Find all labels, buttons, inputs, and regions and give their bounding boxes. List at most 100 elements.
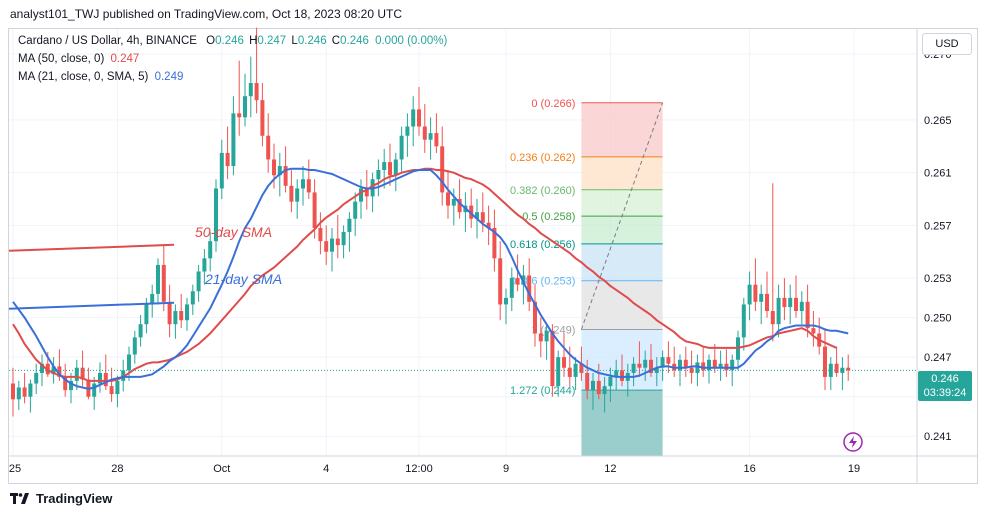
fib-extension-zone bbox=[581, 390, 663, 456]
candle-body bbox=[556, 357, 561, 387]
candle-body bbox=[330, 238, 334, 252]
price-axis: 0.2700.2650.2610.2570.2530.2500.2470.244… bbox=[916, 29, 952, 484]
candle-body bbox=[51, 366, 56, 375]
ma21-left-segment bbox=[8, 301, 175, 310]
x-tick-label: 28 bbox=[111, 463, 123, 475]
candle-body bbox=[614, 370, 619, 377]
chart-annotations: 50-day SMA 21-day SMA bbox=[195, 224, 282, 287]
legend-low-label: L bbox=[291, 35, 298, 47]
candle-body bbox=[591, 380, 595, 391]
grid-lines bbox=[9, 29, 917, 456]
candle-body bbox=[823, 346, 827, 377]
candle-body bbox=[538, 333, 543, 342]
x-tick-label: 12 bbox=[604, 463, 616, 475]
candle-body bbox=[446, 192, 450, 206]
ma50-annotation: 50-day SMA bbox=[195, 224, 272, 240]
candle-body bbox=[399, 135, 404, 160]
y-tick-label: 0.257 bbox=[924, 220, 952, 232]
fib-zone bbox=[581, 243, 663, 281]
candle-body bbox=[376, 170, 381, 180]
legend-close-label: C bbox=[331, 35, 341, 47]
candle-body bbox=[80, 367, 85, 380]
legend-ma21-value: 0.249 bbox=[154, 71, 184, 83]
candle-body bbox=[40, 363, 44, 373]
candle-body bbox=[295, 188, 300, 202]
candle-body bbox=[527, 275, 532, 302]
candle-body bbox=[776, 297, 781, 325]
candle-body bbox=[457, 199, 462, 213]
legend-symbol-row: Cardano / US Dollar, 4h, BINANCE O0.246 … bbox=[18, 35, 447, 47]
chart-frame bbox=[8, 28, 978, 484]
candle-body bbox=[214, 188, 218, 242]
candle-body bbox=[765, 293, 769, 312]
candle-body bbox=[63, 376, 68, 391]
candle-body bbox=[794, 297, 798, 312]
candle-body bbox=[98, 372, 102, 384]
candle-body bbox=[225, 152, 230, 167]
ma21-line bbox=[12, 167, 849, 390]
x-tick-label: 4 bbox=[323, 463, 329, 475]
candle-body bbox=[138, 324, 143, 338]
candle-body bbox=[678, 359, 682, 371]
fib-zone bbox=[581, 102, 663, 157]
flash-icon[interactable] bbox=[843, 432, 863, 452]
candle-body bbox=[237, 113, 242, 118]
tradingview-logo-icon bbox=[10, 492, 29, 504]
candle-body bbox=[132, 337, 137, 355]
candle-body bbox=[846, 367, 851, 371]
y-tick-label: 0.241 bbox=[924, 431, 952, 443]
candle-body bbox=[422, 126, 427, 140]
candle-body bbox=[498, 258, 503, 305]
candle-body bbox=[504, 297, 508, 305]
candle-body bbox=[660, 357, 665, 368]
currency-button[interactable]: USD bbox=[922, 33, 972, 55]
candle-body bbox=[388, 162, 392, 176]
candle-body bbox=[411, 109, 416, 127]
candle-body bbox=[643, 359, 648, 368]
fib-level-label: 0.618 (0.256) bbox=[510, 239, 575, 251]
candle-body bbox=[103, 372, 108, 387]
bar-countdown: 03:39:24 bbox=[923, 387, 967, 399]
candle-body bbox=[11, 383, 15, 400]
candle-body bbox=[283, 166, 288, 186]
y-tick-label: 0.250 bbox=[924, 313, 952, 325]
candle-body bbox=[585, 372, 590, 391]
candle-body bbox=[649, 359, 653, 373]
legend-open-value: 0.246 bbox=[215, 35, 244, 47]
candle-body bbox=[666, 357, 671, 364]
time-axis: 25 28 Oct 4 12:00 9 12 16 19 bbox=[9, 455, 977, 475]
candle-body bbox=[770, 311, 775, 325]
candle-body bbox=[196, 271, 201, 292]
candle-body bbox=[150, 293, 155, 305]
ma50-line bbox=[12, 167, 838, 382]
x-tick-label: 16 bbox=[743, 463, 755, 475]
candle-body bbox=[28, 383, 33, 397]
fib-level-label: 0 (0.266) bbox=[531, 98, 575, 110]
candle-body bbox=[492, 228, 497, 259]
fib-level-label: 1.272 (0.244) bbox=[510, 385, 575, 397]
x-tick-label: Oct bbox=[213, 463, 230, 475]
publisher-line: analyst101_TWJ published on TradingView.… bbox=[10, 7, 402, 21]
candle-body bbox=[515, 278, 520, 285]
footer-brand[interactable]: TradingView bbox=[10, 491, 112, 506]
ma50-left-segment bbox=[8, 243, 175, 252]
candle-body bbox=[573, 363, 578, 377]
candle-body bbox=[741, 304, 746, 338]
candle-body bbox=[185, 304, 189, 321]
candle-body bbox=[156, 264, 160, 294]
candle-body bbox=[127, 354, 131, 371]
y-tick-label: 0.253 bbox=[924, 273, 952, 285]
x-tick-label: 12:00 bbox=[405, 463, 433, 475]
candle-body bbox=[417, 109, 421, 127]
candle-body bbox=[631, 363, 636, 373]
candle-body bbox=[480, 212, 485, 223]
legend-change: 0.000 (0.00%) bbox=[375, 35, 448, 47]
candle-body bbox=[608, 376, 613, 387]
candle-body bbox=[115, 380, 120, 395]
fib-level-label: 0.382 (0.260) bbox=[510, 185, 575, 197]
candle-body bbox=[811, 328, 816, 334]
candle-body bbox=[782, 297, 787, 308]
candle-body bbox=[759, 293, 764, 302]
candle-body bbox=[248, 83, 253, 97]
